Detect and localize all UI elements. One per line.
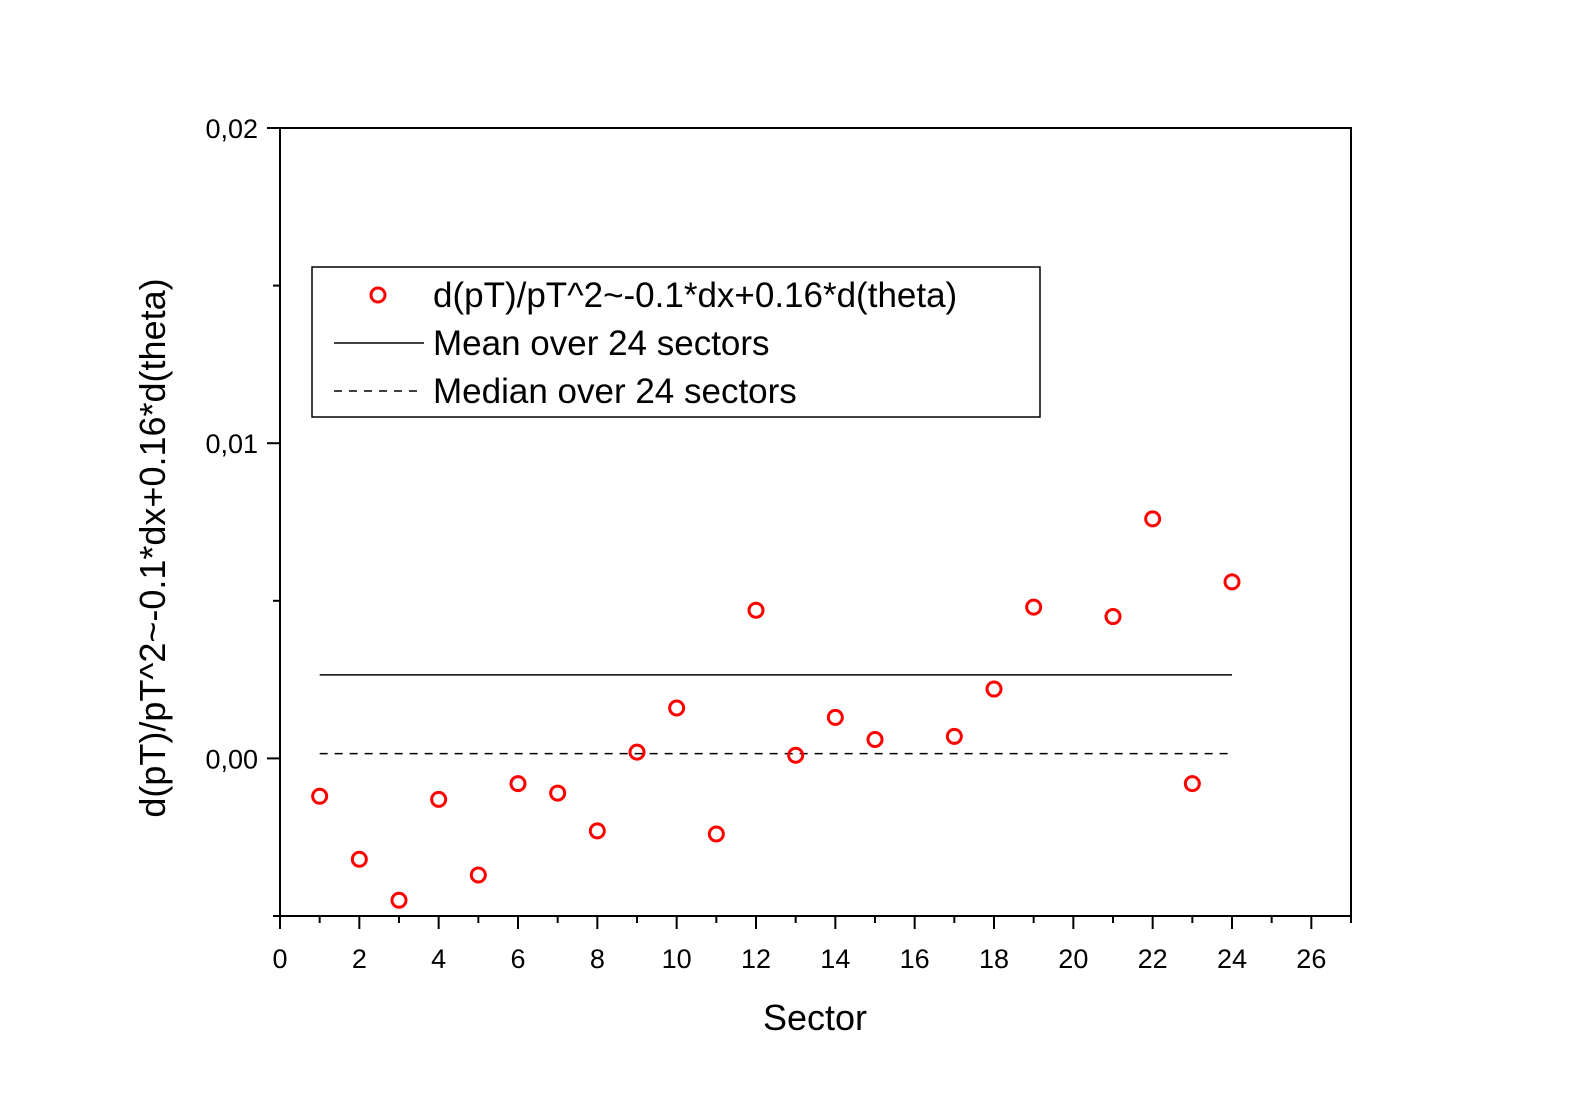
data-point [866, 730, 884, 748]
data-point [588, 822, 606, 840]
plot-frame [279, 127, 1352, 917]
legend-label-median: Median over 24 sectors [433, 372, 797, 411]
y-tick-label: 0,02 [205, 114, 258, 144]
data-point [1104, 608, 1122, 626]
data-points [311, 510, 1241, 909]
data-point [1223, 573, 1241, 591]
y-tick-label: 0,01 [205, 429, 258, 459]
x-tick-label: 24 [1217, 944, 1247, 974]
x-axis-title: Sector [763, 997, 867, 1038]
x-tick-label: 4 [431, 944, 446, 974]
x-tick-label: 6 [510, 944, 525, 974]
legend: d(pT)/pT^2~-0.1*dx+0.16*d(theta) Mean ov… [311, 266, 1041, 418]
data-point [549, 784, 567, 802]
x-axis-ticks: 0 2 4 6 8 10 12 14 16 18 20 22 24 26 [272, 916, 1352, 974]
data-point [350, 850, 368, 868]
reference-lines [319, 674, 1232, 755]
data-point [826, 708, 844, 726]
data-point [311, 787, 329, 805]
data-point [430, 790, 448, 808]
y-axis-title: d(pT)/pT^2~-0.1*dx+0.16*d(theta) [132, 278, 173, 817]
data-point [469, 866, 487, 884]
legend-label-mean: Mean over 24 sectors [433, 324, 770, 363]
data-point [747, 601, 765, 619]
x-tick-label: 20 [1058, 944, 1088, 974]
legend-marker-scatter [369, 286, 387, 304]
x-tick-label: 0 [272, 944, 287, 974]
data-point [1025, 598, 1043, 616]
x-tick-label: 26 [1296, 944, 1326, 974]
data-point [1183, 775, 1201, 793]
x-tick-label: 2 [352, 944, 367, 974]
data-point [668, 699, 686, 717]
x-tick-label: 18 [979, 944, 1009, 974]
x-tick-label: 22 [1138, 944, 1168, 974]
data-point [707, 825, 725, 843]
data-point [509, 775, 527, 793]
data-point [945, 727, 963, 745]
data-point [985, 680, 1003, 698]
x-tick-label: 8 [590, 944, 605, 974]
x-tick-label: 14 [820, 944, 850, 974]
x-tick-label: 12 [741, 944, 771, 974]
data-point [628, 743, 646, 761]
data-point [787, 746, 805, 764]
data-point [390, 891, 408, 909]
x-tick-label: 10 [662, 944, 692, 974]
y-axis-ticks: 0,00 0,01 0,02 [205, 114, 280, 917]
y-tick-label: 0,00 [205, 744, 258, 774]
data-point [1144, 510, 1162, 528]
x-tick-label: 16 [900, 944, 930, 974]
legend-box [311, 266, 1041, 418]
legend-label-scatter: d(pT)/pT^2~-0.1*dx+0.16*d(theta) [433, 276, 957, 315]
